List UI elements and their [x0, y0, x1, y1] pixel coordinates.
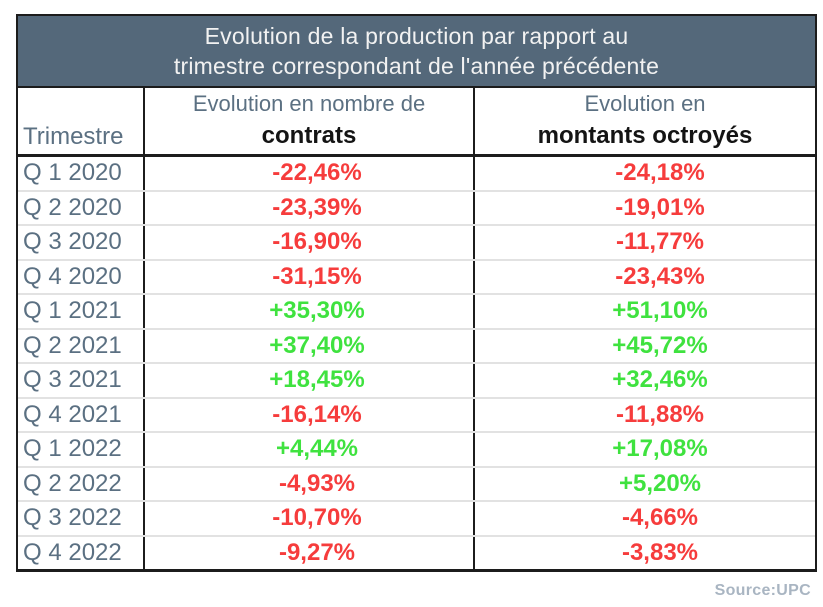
table-row: Q 1 2022 +4,44% +17,08% — [18, 433, 815, 468]
contrats-value-cell: -16,90% — [145, 226, 475, 259]
contrats-value-cell: +18,45% — [145, 364, 475, 397]
trimestre-cell: Q 3 2020 — [18, 226, 145, 259]
table-body: Q 1 2020 -22,46% -24,18% Q 2 2020 -23,39% -19… — [18, 157, 815, 569]
montants-header-line2: montants octroyés — [537, 122, 753, 149]
montants-value-cell: -3,83% — [621, 538, 699, 566]
table-row: Q 1 2020 -22,46% -24,18% — [18, 157, 815, 192]
montants-value-cell: +45,72% — [612, 331, 708, 359]
contrats-value-cell: -10,70% — [145, 502, 475, 535]
trimestre-cell: Q 1 2020 — [18, 157, 145, 190]
trimestre-cell: Q 3 2021 — [18, 364, 145, 397]
table-row: Q 2 2022 -4,93% +5,20% — [18, 467, 815, 502]
montants-value-cell: -19,01% — [615, 193, 705, 221]
contrats-value-cell: +37,40% — [145, 329, 475, 362]
trimestre-cell: Q 4 2022 — [18, 536, 145, 569]
column-header-montants: Evolution en montants octroyés — [475, 88, 815, 154]
montants-header-line1: Evolution en — [584, 91, 706, 116]
trimestre-cell: Q 1 2022 — [18, 433, 145, 466]
column-header-contrats: Evolution en nombre de contrats — [145, 88, 475, 154]
trimestre-cell: Q 4 2021 — [18, 398, 145, 431]
montants-value-cell: -4,66% — [621, 504, 699, 532]
table-row: Q 4 2020 -31,15% -23,43% — [18, 260, 815, 295]
table-row: Q 4 2021 -16,14% -11,88% — [18, 398, 815, 433]
montants-value-cell: -11,88% — [615, 400, 705, 428]
contrats-header-line2: contrats — [261, 122, 357, 149]
table-row: Q 2 2020 -23,39% -19,01% — [18, 191, 815, 226]
contrats-value-cell: -9,27% — [145, 536, 475, 569]
contrats-value-cell: +35,30% — [145, 295, 475, 328]
evolution-production-table: Evolution de la production par rapport a… — [16, 14, 817, 572]
montants-value-cell: -11,77% — [615, 228, 705, 256]
montants-value-cell: -23,43% — [615, 262, 705, 290]
contrats-value-cell: -16,14% — [145, 398, 475, 431]
montants-value-cell: +51,10% — [612, 297, 708, 325]
montants-value-cell: +5,20% — [618, 469, 702, 497]
contrats-value-cell: -23,39% — [145, 191, 475, 224]
table-title-line2: trimestre correspondant de l'année précé… — [173, 53, 660, 79]
table-row: Q 3 2020 -16,90% -11,77% — [18, 226, 815, 261]
table-row: Q 4 2022 -9,27% -3,83% — [18, 536, 815, 569]
trimestre-cell: Q 1 2021 — [18, 295, 145, 328]
contrats-value-cell: -22,46% — [145, 157, 475, 190]
table-title-line1: Evolution de la production par rapport a… — [204, 23, 629, 49]
montants-value-cell: +17,08% — [612, 435, 708, 463]
trimestre-header-label: Trimestre — [23, 123, 124, 150]
source-attribution: Source:UPC — [714, 582, 811, 599]
trimestre-cell: Q 2 2021 — [18, 329, 145, 362]
contrats-value-cell: +4,44% — [145, 433, 475, 466]
table-row: Q 3 2022 -10,70% -4,66% — [18, 502, 815, 537]
table-title-band: Evolution de la production par rapport a… — [18, 16, 815, 88]
trimestre-cell: Q 2 2022 — [18, 467, 145, 500]
column-header-row: Trimestre Evolution en nombre de contrat… — [18, 88, 815, 157]
trimestre-cell: Q 2 2020 — [18, 191, 145, 224]
contrats-header-line1: Evolution en nombre de — [192, 91, 426, 116]
contrats-value-cell: -4,93% — [145, 467, 475, 500]
trimestre-cell: Q 3 2022 — [18, 502, 145, 535]
trimestre-cell: Q 4 2020 — [18, 260, 145, 293]
contrats-value-cell: -31,15% — [145, 260, 475, 293]
montants-value-cell: -24,18% — [615, 159, 705, 187]
table-row: Q 2 2021 +37,40% +45,72% — [18, 329, 815, 364]
table-row: Q 3 2021 +18,45% +32,46% — [18, 364, 815, 399]
montants-value-cell: +32,46% — [612, 366, 708, 394]
column-header-trimestre: Trimestre — [18, 88, 145, 154]
table-row: Q 1 2021 +35,30% +51,10% — [18, 295, 815, 330]
